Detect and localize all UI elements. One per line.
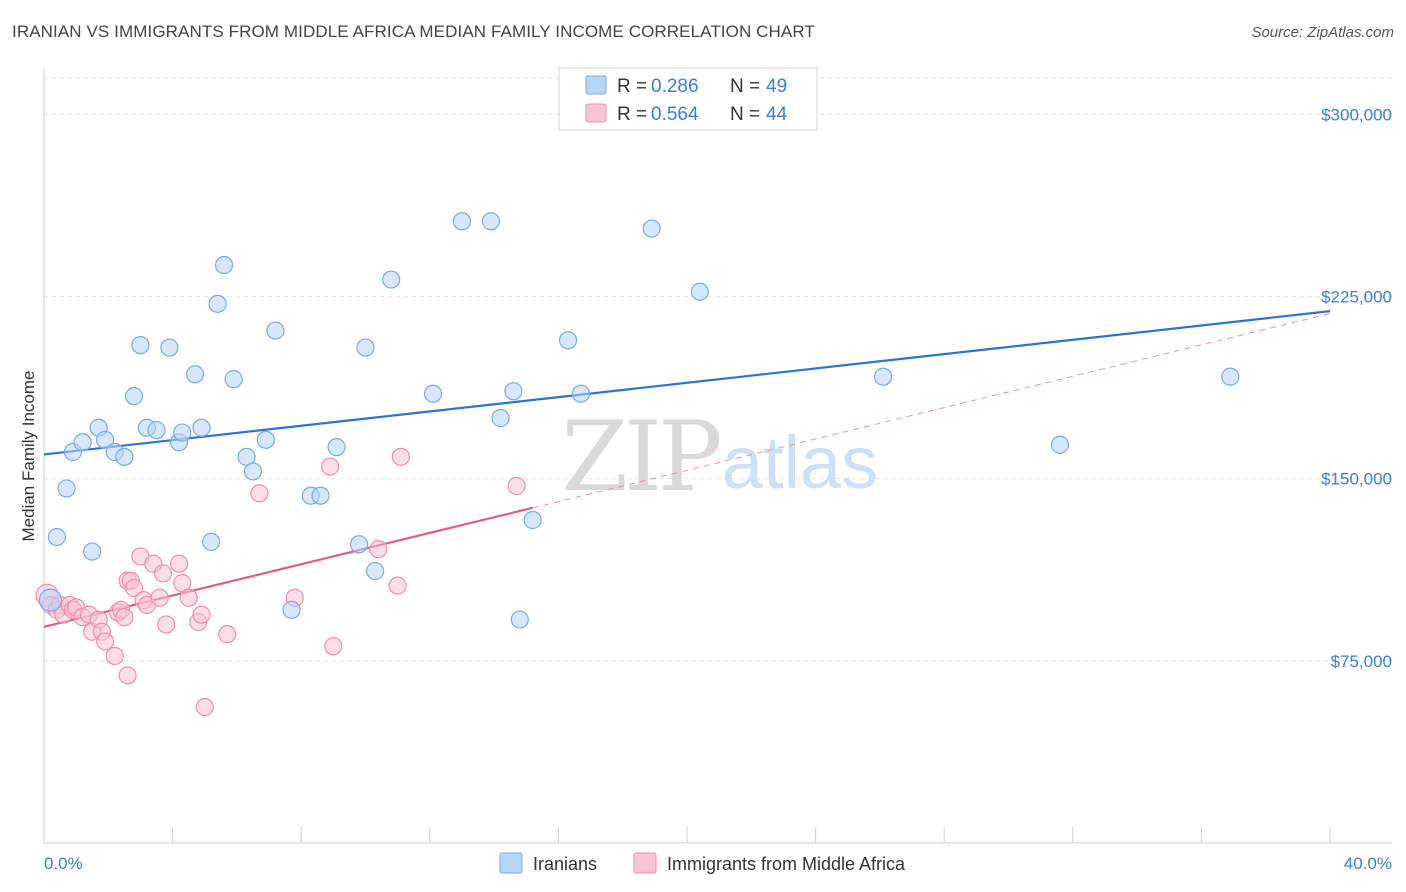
y-axis-title: Median Family Income (19, 370, 38, 541)
africa-point (507, 476, 526, 496)
legend: R = 0.286 N = 49 R = 0.564 N = 44 (558, 67, 818, 131)
iranian-point (266, 321, 285, 340)
legend-r-value-2: 0.564 (651, 104, 699, 125)
iranian-point (95, 430, 115, 449)
iranian-point (366, 561, 385, 581)
x-tick-label-max: 40.0% (1344, 854, 1392, 873)
iranian-point (382, 270, 401, 289)
iranian-point (571, 384, 591, 403)
africa-point (250, 484, 269, 503)
legend-swatch-africa (585, 103, 607, 123)
africa-point (153, 564, 173, 583)
x-tick-label-min: 0.0% (44, 854, 83, 873)
bottom-legend: Iranians Immigrants from Middle Africa (499, 852, 906, 874)
iranian-point (243, 462, 263, 481)
africa-point (118, 666, 137, 685)
africa-point (192, 605, 211, 624)
iranian-point (202, 532, 221, 551)
legend-n-label-1: N = (730, 76, 760, 97)
iranian-point (208, 294, 227, 313)
iranian-point (327, 438, 346, 457)
africa-point (321, 457, 340, 476)
africa-point (105, 646, 124, 666)
iranian-point (186, 365, 205, 384)
y-tick-labels: $75,000 $150,000 $225,000 $300,000 (1321, 105, 1392, 670)
iranian-point (510, 610, 529, 629)
bottom-legend-swatch-iranians (499, 852, 523, 874)
legend-r-label-2: R = (617, 104, 647, 125)
africa-point (388, 576, 407, 595)
iranian-point (874, 367, 893, 386)
iranian-point (256, 430, 275, 449)
iranian-point (192, 418, 211, 437)
iranian-point (147, 421, 166, 440)
iranian-point (523, 510, 542, 530)
africa-point (195, 697, 214, 717)
iranian-point (481, 212, 500, 231)
africa-point (157, 615, 176, 634)
bottom-legend-label-africa: Immigrants from Middle Africa (667, 854, 906, 874)
iranian-point (690, 282, 709, 301)
iranian-point (47, 527, 66, 547)
africa-point (169, 554, 189, 573)
iranian-point (83, 542, 102, 561)
legend-r-label-1: R = (617, 76, 647, 97)
iranian-point (38, 588, 63, 612)
x-tick-labels: 0.0% 40.0% (44, 854, 1392, 873)
axes (43, 68, 1392, 844)
legend-swatch-iranians (585, 75, 607, 95)
iranian-point (173, 423, 192, 442)
watermark-zip: ZIP (561, 401, 720, 513)
legend-n-value-2: 44 (766, 104, 788, 125)
iranian-point (452, 212, 472, 231)
iranian-point (160, 338, 179, 357)
iranian-point (214, 255, 234, 275)
africa-point (179, 588, 198, 607)
iranian-point (124, 387, 144, 406)
iranian-point (224, 370, 243, 389)
africa-point (218, 625, 237, 644)
bottom-legend-label-iranians: Iranians (533, 854, 597, 874)
iranian-point (356, 338, 375, 357)
source-label: Source: ZipAtlas.com (1251, 24, 1394, 41)
legend-n-label-2: N = (730, 104, 760, 125)
bottom-legend-swatch-africa (633, 852, 657, 874)
iranian-point (423, 384, 443, 403)
legend-n-value-1: 49 (766, 76, 787, 97)
y-tick-label: $150,000 (1321, 470, 1392, 489)
iranian-point (642, 219, 661, 238)
africa-point (95, 632, 115, 651)
africa-point (124, 578, 144, 598)
africa-point (324, 637, 343, 656)
iranian-point (1221, 367, 1240, 386)
iranian-point (115, 447, 134, 466)
chart-title: IRANIAN VS IMMIGRANTS FROM MIDDLE AFRICA… (12, 22, 815, 41)
y-tick-label: $300,000 (1321, 105, 1392, 124)
iranian-point (131, 336, 150, 355)
iranian-point (73, 433, 92, 452)
trend-line-africa-extension (532, 313, 1331, 509)
iranian-point (349, 535, 369, 554)
iranian-point (282, 600, 301, 619)
iranian-point (311, 486, 330, 505)
grid-lines (44, 77, 1392, 662)
iranian-point (504, 382, 523, 401)
series-iranians (38, 212, 1240, 629)
watermark-atlas: atlas (722, 421, 878, 504)
africa-point (150, 588, 169, 607)
iranian-point (558, 331, 578, 350)
watermark: ZIP atlas (561, 401, 878, 513)
legend-r-value-1: 0.286 (651, 76, 699, 97)
y-tick-label: $225,000 (1321, 288, 1392, 307)
iranian-point (491, 408, 510, 428)
y-tick-label: $75,000 (1331, 652, 1392, 671)
trend-line-iranians (43, 310, 1331, 456)
iranian-point (1050, 435, 1070, 454)
africa-point (369, 540, 388, 559)
iranian-point (57, 479, 76, 498)
series-immigrants-middle-africa (35, 447, 526, 717)
africa-point (115, 608, 134, 627)
africa-point (391, 447, 410, 466)
